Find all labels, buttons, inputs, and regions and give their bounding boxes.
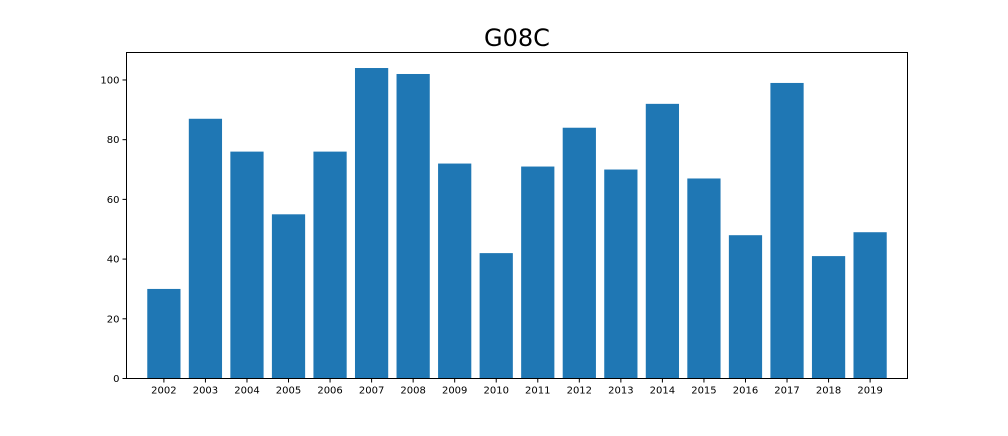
bar-2015	[687, 178, 720, 378]
x-tick-label: 2009	[442, 386, 467, 397]
bar-2002	[147, 289, 180, 379]
bar-2014	[646, 104, 679, 379]
bar-2006	[313, 152, 346, 379]
bar-2010	[480, 253, 513, 378]
bar-2011	[521, 167, 554, 379]
bar-2004	[230, 152, 263, 379]
x-tick-label: 2005	[276, 386, 301, 397]
y-tick-label: 40	[107, 255, 120, 266]
x-tick-label: 2010	[484, 386, 509, 397]
bar-2018	[812, 256, 845, 378]
x-tick-label: 2007	[359, 386, 384, 397]
bar-2009	[438, 164, 471, 379]
bar-2013	[604, 170, 637, 379]
x-tick-label: 2018	[816, 386, 841, 397]
y-tick-label: 100	[100, 75, 119, 86]
chart-title: G08C	[484, 24, 550, 52]
x-tick-label: 2012	[567, 386, 592, 397]
y-tick-label: 20	[107, 314, 120, 325]
bar-2003	[189, 119, 222, 379]
x-tick-label: 2015	[691, 386, 716, 397]
y-tick-label: 60	[107, 195, 120, 206]
x-tick-label: 2008	[400, 386, 425, 397]
x-tick-label: 2004	[234, 386, 259, 397]
x-tick-label: 2011	[525, 386, 550, 397]
x-tick-label: 2002	[151, 386, 176, 397]
x-tick-label: 2016	[733, 386, 758, 397]
bar-2012	[563, 128, 596, 379]
bar-2008	[397, 74, 430, 379]
x-tick-label: 2013	[608, 386, 633, 397]
bar-2019	[853, 232, 886, 378]
bar-2016	[729, 235, 762, 378]
y-tick-label: 80	[107, 135, 120, 146]
bar-2005	[272, 214, 305, 378]
y-tick-label: 0	[113, 374, 119, 385]
x-tick-label: 2017	[774, 386, 799, 397]
bar-2017	[770, 83, 803, 379]
x-tick-label: 2019	[857, 386, 882, 397]
bars-layer	[147, 68, 886, 378]
x-tick-label: 2003	[193, 386, 218, 397]
bar-2007	[355, 68, 388, 378]
x-tick-label: 2014	[650, 386, 675, 397]
x-tick-label: 2006	[317, 386, 342, 397]
